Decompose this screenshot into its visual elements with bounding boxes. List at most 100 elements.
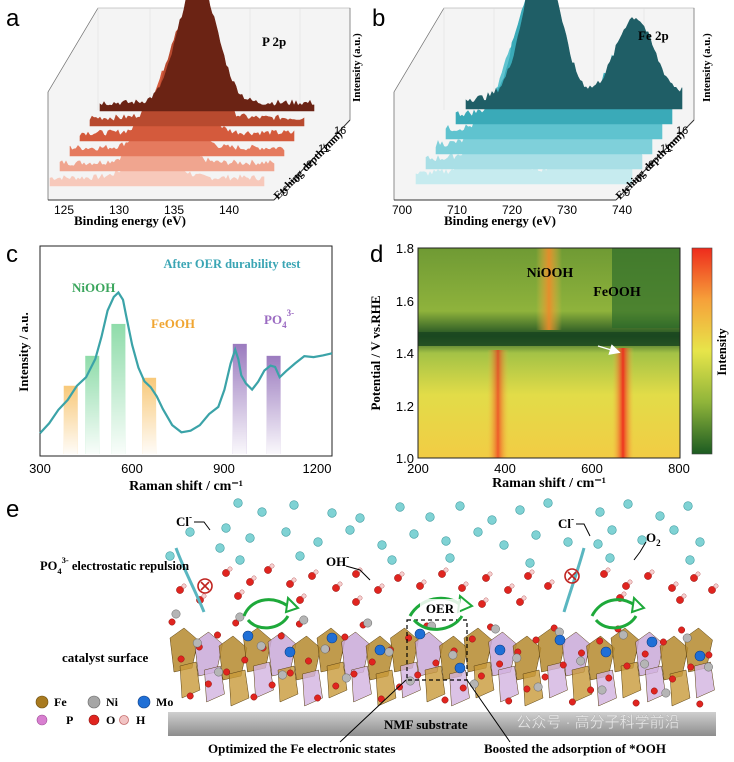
cl-ion	[487, 515, 497, 525]
repulsion-label: PO43- electrostatic repulsion	[40, 555, 189, 576]
o-atom	[468, 635, 476, 643]
panel-d-xtick: 200	[407, 461, 429, 476]
h-atom	[201, 593, 207, 599]
h-atom	[627, 579, 633, 585]
cl-ion	[215, 543, 225, 553]
ni-atom	[618, 630, 628, 640]
o-atom	[559, 661, 567, 669]
repulsion-arrow-right	[562, 547, 586, 613]
lattice-polyhedron	[169, 627, 199, 673]
lattice-polyhedron	[253, 661, 274, 699]
o-atom	[596, 637, 604, 645]
cl-ion	[531, 530, 541, 540]
lattice-polyhedron	[365, 635, 395, 681]
oh-ion	[482, 574, 490, 582]
o-atom	[223, 668, 231, 676]
h-atom	[313, 569, 319, 575]
h-atom	[521, 595, 527, 601]
mo-atom	[694, 650, 706, 662]
ni-atom	[405, 676, 415, 686]
oh-ion	[524, 572, 532, 580]
o-atom	[241, 656, 249, 664]
caption-left-leader	[339, 679, 407, 743]
o-atom	[578, 649, 585, 657]
cl-label-left-sup: -	[189, 512, 192, 522]
ni-atom	[235, 612, 245, 622]
cl-ion	[257, 507, 267, 517]
mo-atom	[326, 632, 338, 644]
ni-atom	[661, 688, 671, 698]
oh-ion	[352, 598, 360, 606]
panel-a-ztick: 6	[306, 159, 312, 171]
caption-right: Boosted the adsorption of *OOH	[484, 741, 666, 756]
cl-ion	[313, 537, 323, 547]
cl-ion	[387, 555, 397, 565]
panel-b-xtick: 710	[447, 203, 467, 217]
panel-d: NiOOH FeOOH 1.0 1.2 1.4 1.6 1.8 200 400 …	[368, 241, 729, 491]
cl-ion	[515, 505, 525, 515]
cl-ion	[377, 540, 387, 550]
oh-ion	[544, 582, 552, 590]
panel-d-xticks: 200 400 600 800	[407, 461, 690, 476]
o-atom	[250, 693, 258, 701]
cl-ion	[409, 529, 419, 539]
panel-d-label-niooh: NiOOH	[527, 266, 574, 281]
cl-label-right: Cl-	[558, 514, 574, 531]
o-atom	[204, 680, 212, 688]
mo-atom	[414, 628, 426, 640]
oh-ion	[246, 578, 254, 586]
ni-atom	[533, 682, 543, 692]
panel-d-ytick: 1.8	[396, 241, 414, 256]
panel-d-ytick: 1.6	[396, 294, 414, 309]
lattice-polyhedron	[341, 631, 370, 677]
repulsion-label-po: PO	[40, 559, 58, 573]
panel-a-xticks: 125 130 135 140	[54, 203, 239, 217]
h-atom	[673, 581, 679, 587]
cl-label-right-base: Cl	[558, 516, 571, 531]
lattice-polyhedron	[424, 665, 446, 703]
o-atom	[650, 687, 658, 695]
oh-ion	[374, 586, 382, 594]
cl-ion	[605, 553, 615, 563]
atom-legend: Fe Ni Mo P O H	[35, 695, 173, 727]
legend-label-ni: Ni	[106, 695, 119, 709]
lattice-polyhedron	[659, 635, 689, 681]
panel-b-xtick: 700	[392, 203, 412, 217]
raman-band-fade	[63, 385, 78, 454]
h-atom	[399, 571, 405, 577]
o-atom	[414, 671, 422, 679]
panel-b-xticks: 700 710 720 730 740	[392, 203, 632, 217]
oh-ion	[296, 596, 304, 604]
o-atom	[496, 660, 504, 668]
o-atom	[705, 651, 713, 659]
panel-a-ztick: 11	[318, 143, 329, 155]
cl-ion	[345, 525, 355, 535]
oer-label: OER	[426, 601, 455, 616]
h-atom	[549, 579, 555, 585]
o-atom	[350, 670, 358, 678]
cl-ion	[425, 512, 435, 522]
oh-label-sup: -	[346, 552, 349, 562]
oh-ion	[286, 580, 294, 588]
h-atom	[227, 566, 233, 572]
h-atom	[337, 581, 343, 587]
oh-ion	[478, 600, 486, 608]
panel-b-xtick: 730	[557, 203, 577, 217]
panel-c-xticks: 300 600 900 1200	[29, 461, 331, 476]
mo-atom	[374, 644, 386, 656]
legend-label-o: O	[106, 713, 115, 727]
panel-b-ztick: 3	[636, 173, 642, 185]
panel-a-xlabel: Binding energy (eV)	[74, 213, 186, 228]
h-atom	[181, 583, 187, 589]
mo-atom	[646, 636, 658, 648]
o-atom	[541, 673, 549, 681]
panel-d-dark-band	[418, 332, 680, 346]
ni-atom	[363, 618, 373, 628]
panel-d-frame	[417, 247, 681, 459]
panel-c-ylabel: Intensity / a.u.	[16, 312, 31, 391]
o-atom	[405, 634, 413, 642]
h-atom	[357, 595, 363, 601]
o2-label-sub: 2	[656, 538, 661, 548]
o-atom	[632, 699, 640, 707]
ni-atom	[299, 615, 309, 625]
